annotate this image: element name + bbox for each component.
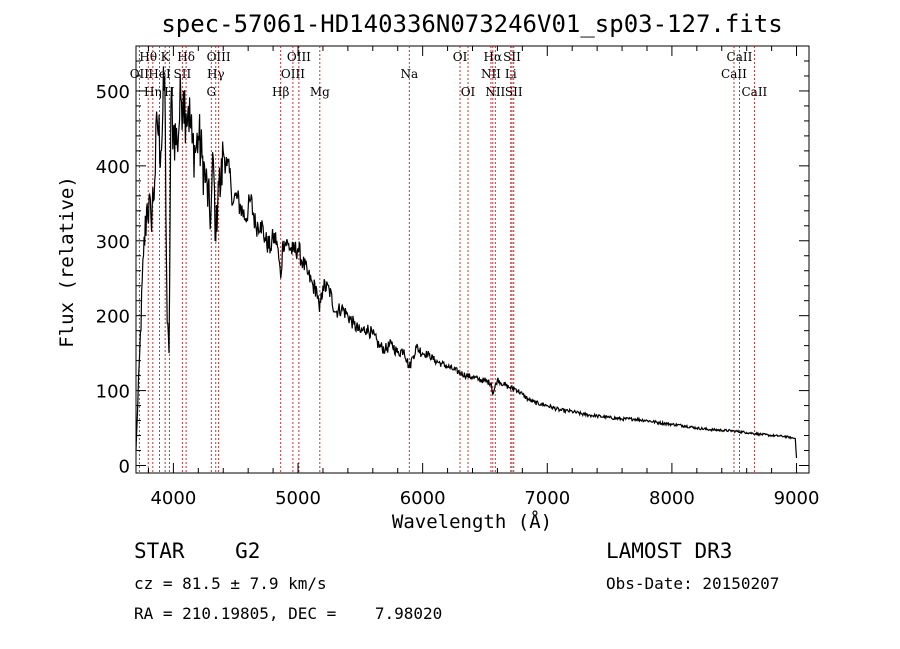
y-tick-label: 100 [96,382,130,403]
spectral-line-label: Hβ [272,85,289,99]
observation-date: Obs-Date: 20150207 [606,574,779,593]
spectral-line-label: Hδ [177,50,195,64]
spectral-line-label: NII [481,67,501,81]
spectral-line-label: Hθ [139,50,157,64]
spectral-line-label: Hγ [207,67,225,81]
spectral-line-label: OIII [281,67,305,81]
x-axis-label: Wavelength (Å) [392,510,552,533]
spectral-line-label: OI [453,50,468,64]
spectral-line-label: Na [400,67,418,81]
spectral-line-label: CaII [741,85,767,99]
y-tick-label: 300 [96,232,130,253]
spectral-line-label: OIII [207,50,231,64]
spectral-line-labels: Hθ OII Hη K HeI H Hδ SII OIII Hγ G OIII OIII Hβ Mg Na OI… [130,50,768,99]
x-tick-label: 4000 [150,488,196,509]
spectral-line-label: SII [505,85,523,99]
y-axis-label: Flux (relative) [56,176,78,348]
spectrum-line [135,66,798,459]
spectral-line-label: HeI [148,67,171,81]
spectral-line-markers [138,46,755,473]
survey-name: LAMOST DR3 [606,539,732,563]
spectral-line-label: NII [485,85,505,99]
y-tick-label: 200 [96,307,130,328]
spectral-line-label: OIII [287,50,311,64]
spectral-line-label: Hα [484,50,503,64]
coordinates: RA = 210.19805, DEC = 7.98020 [134,604,442,623]
x-axis-ticks: 4000 5000 6000 7000 8000 9000 [147,46,820,509]
chart-title: spec-57061-HD140336N073246V01_sp03-127.f… [161,10,782,38]
y-tick-label: 400 [96,157,130,178]
spectral-line-label: Hη [144,85,162,99]
spectral-line-label: Mg [310,85,330,99]
plot-frame [135,45,810,474]
spectral-line-label: G [206,85,216,99]
redshift-velocity: cz = 81.5 ± 7.9 km/s [134,574,327,593]
spectral-line-label: SII [503,50,521,64]
y-tick-label: 500 [96,82,130,103]
x-tick-label: 5000 [275,488,321,509]
spectral-line-label: K [161,50,171,64]
x-tick-label: 6000 [400,488,446,509]
spectral-line-label: CaII [721,67,747,81]
spectral-line-label: H [164,85,174,99]
object-class: STAR G2 [134,539,260,563]
x-tick-label: 7000 [524,488,570,509]
y-tick-label: 0 [119,457,130,478]
y-axis-ticks: 0 100 200 300 400 500 [96,60,809,478]
spectral-line-label: OII [130,67,150,81]
spectral-line-label: Li [505,67,517,81]
spectral-line-label: SII [174,67,192,81]
x-tick-label: 8000 [649,488,695,509]
x-tick-label: 9000 [774,488,820,509]
spectral-line-label: OI [461,85,476,99]
spectral-line-label: CaII [727,50,753,64]
